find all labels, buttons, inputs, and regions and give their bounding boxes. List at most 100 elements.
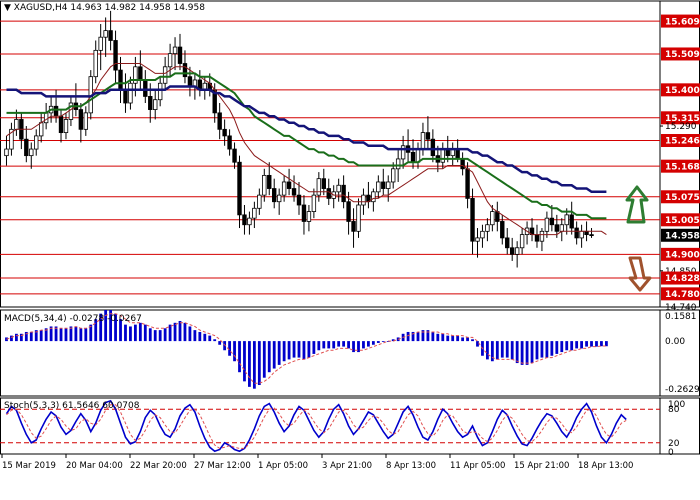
candle-body [460,158,465,170]
macd-bar [431,331,435,342]
macd-bar [272,341,276,369]
macd-bar [213,339,217,342]
candle-body [480,230,485,239]
macd-bar [520,341,524,365]
candle-body [167,53,173,68]
candle-body [14,119,19,130]
x-tick-label: 1 Apr 05:00 [258,461,308,471]
candle [400,135,406,169]
candle [341,175,346,209]
candle-body [356,204,361,232]
macd-bar [570,341,574,351]
macd-bar [604,341,608,347]
macd-bar [505,341,509,358]
level-price-box [661,111,700,125]
macd-bar [416,331,420,342]
candle [291,175,297,202]
macd-bar [490,341,494,362]
candle-body [549,217,555,226]
candle-body [128,82,133,104]
macd-bar [109,310,112,342]
candle [247,211,252,235]
candle [490,205,495,232]
candle [356,198,361,238]
macd-bar [332,341,336,349]
candle-body [257,194,262,209]
level-price-box [661,14,700,28]
candle-body [143,79,148,97]
candle [103,17,108,57]
candle [386,175,391,202]
macd-bar [317,341,321,351]
candle [58,109,64,143]
macd-bar [357,341,360,353]
candle-body [262,174,267,196]
macd-bar [262,341,266,378]
macd-bar [322,341,326,349]
macd-bar [188,326,192,342]
candle-body [187,76,193,87]
macd-bar [495,341,499,360]
candle-body [83,112,89,130]
macd-bar [411,331,415,342]
candle-body [361,194,366,206]
candle [500,214,505,245]
x-axis: 15 Mar 2019 20 Mar 04:00 22 Mar 20:00 27 Ma… [1,454,633,471]
candle [301,195,307,235]
price-panel-title: ▼ XAGUSD,H4 14.963 14.982 14.958 14.958 [4,3,205,13]
macd-bar [183,322,187,342]
macd-bar [193,330,197,342]
candle-body [296,194,302,206]
candle [252,201,257,229]
candle-body [123,89,128,104]
candle-body [440,148,445,163]
candle [569,201,574,235]
candle [98,24,103,71]
macd-bar [238,341,241,373]
candle [153,89,158,120]
macd-bar [545,341,549,358]
macd-bar [540,341,544,358]
macd-y-tick-label: -0.2629 [665,385,700,395]
candle-body [430,138,436,157]
candle-body [272,188,277,203]
candle-body [242,214,247,226]
macd-signal-line [6,313,607,384]
macd-bar [248,341,251,387]
candle [172,37,178,71]
macd-bar [34,330,38,342]
macd-bar [74,326,78,342]
candle [524,221,530,245]
level-price-label: 15.315 [665,114,700,124]
level-price-box [661,247,700,261]
candle-body [410,151,416,163]
macd-bar [168,324,172,342]
macd-bar [560,341,564,353]
candle [485,218,490,242]
candle-body [425,132,431,140]
macd-bar [267,341,271,373]
macd-bar [282,341,286,362]
candle [391,162,396,189]
macd-bar [535,341,539,360]
candle [83,106,89,136]
x-tick-label: 3 Apr 21:00 [322,461,372,471]
macd-bar [29,331,33,342]
y-tick-label: 14.740 [665,303,697,313]
candle [539,228,545,252]
candle [519,228,525,255]
candle-body [395,158,401,170]
candle [430,129,436,163]
macd-bar [198,331,202,342]
x-tick-label: 15 Apr 21:00 [514,461,569,471]
candle [242,205,247,235]
level-price-label: 15.246 [665,137,700,147]
macd-bar [530,341,534,364]
candle-body [341,184,346,203]
candle-body [138,66,143,81]
macd-y-tick-label: 0.1581 [665,312,697,322]
macd-bar [277,341,281,365]
macd-bar [515,341,519,364]
candle-body [276,194,282,203]
macd-bar [223,341,227,351]
